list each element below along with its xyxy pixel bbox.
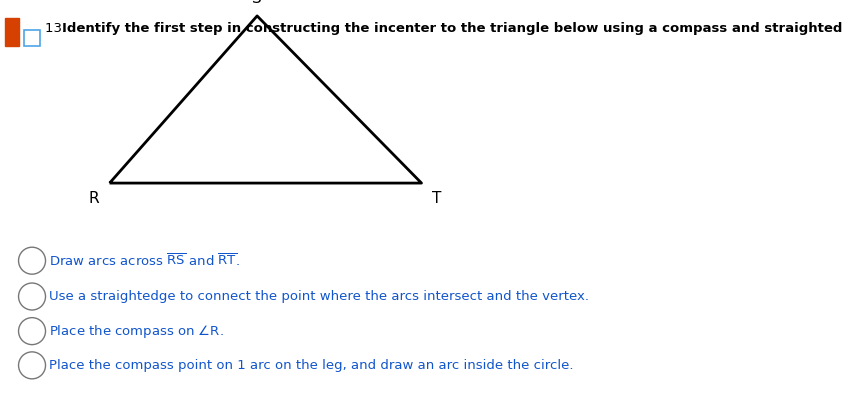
- FancyBboxPatch shape: [24, 30, 40, 46]
- FancyBboxPatch shape: [5, 18, 19, 46]
- Text: Draw arcs across $\overline{\mathregular{RS}}$ and $\overline{\mathregular{RT}}$: Draw arcs across $\overline{\mathregular…: [49, 253, 239, 269]
- Text: Place the compass on $\angle$R.: Place the compass on $\angle$R.: [49, 323, 223, 339]
- Text: Use a straightedge to connect the point where the arcs intersect and the vertex.: Use a straightedge to connect the point …: [49, 290, 589, 303]
- Text: Place the compass point on 1 arc on the leg, and draw an arc inside the circle.: Place the compass point on 1 arc on the …: [49, 359, 573, 372]
- Text: Identify the first step in constructing the incenter to the triangle below using: Identify the first step in constructing …: [62, 22, 843, 35]
- Text: R: R: [89, 191, 99, 206]
- Text: 13.: 13.: [45, 22, 70, 35]
- Text: S: S: [252, 0, 262, 6]
- Text: T: T: [432, 191, 441, 206]
